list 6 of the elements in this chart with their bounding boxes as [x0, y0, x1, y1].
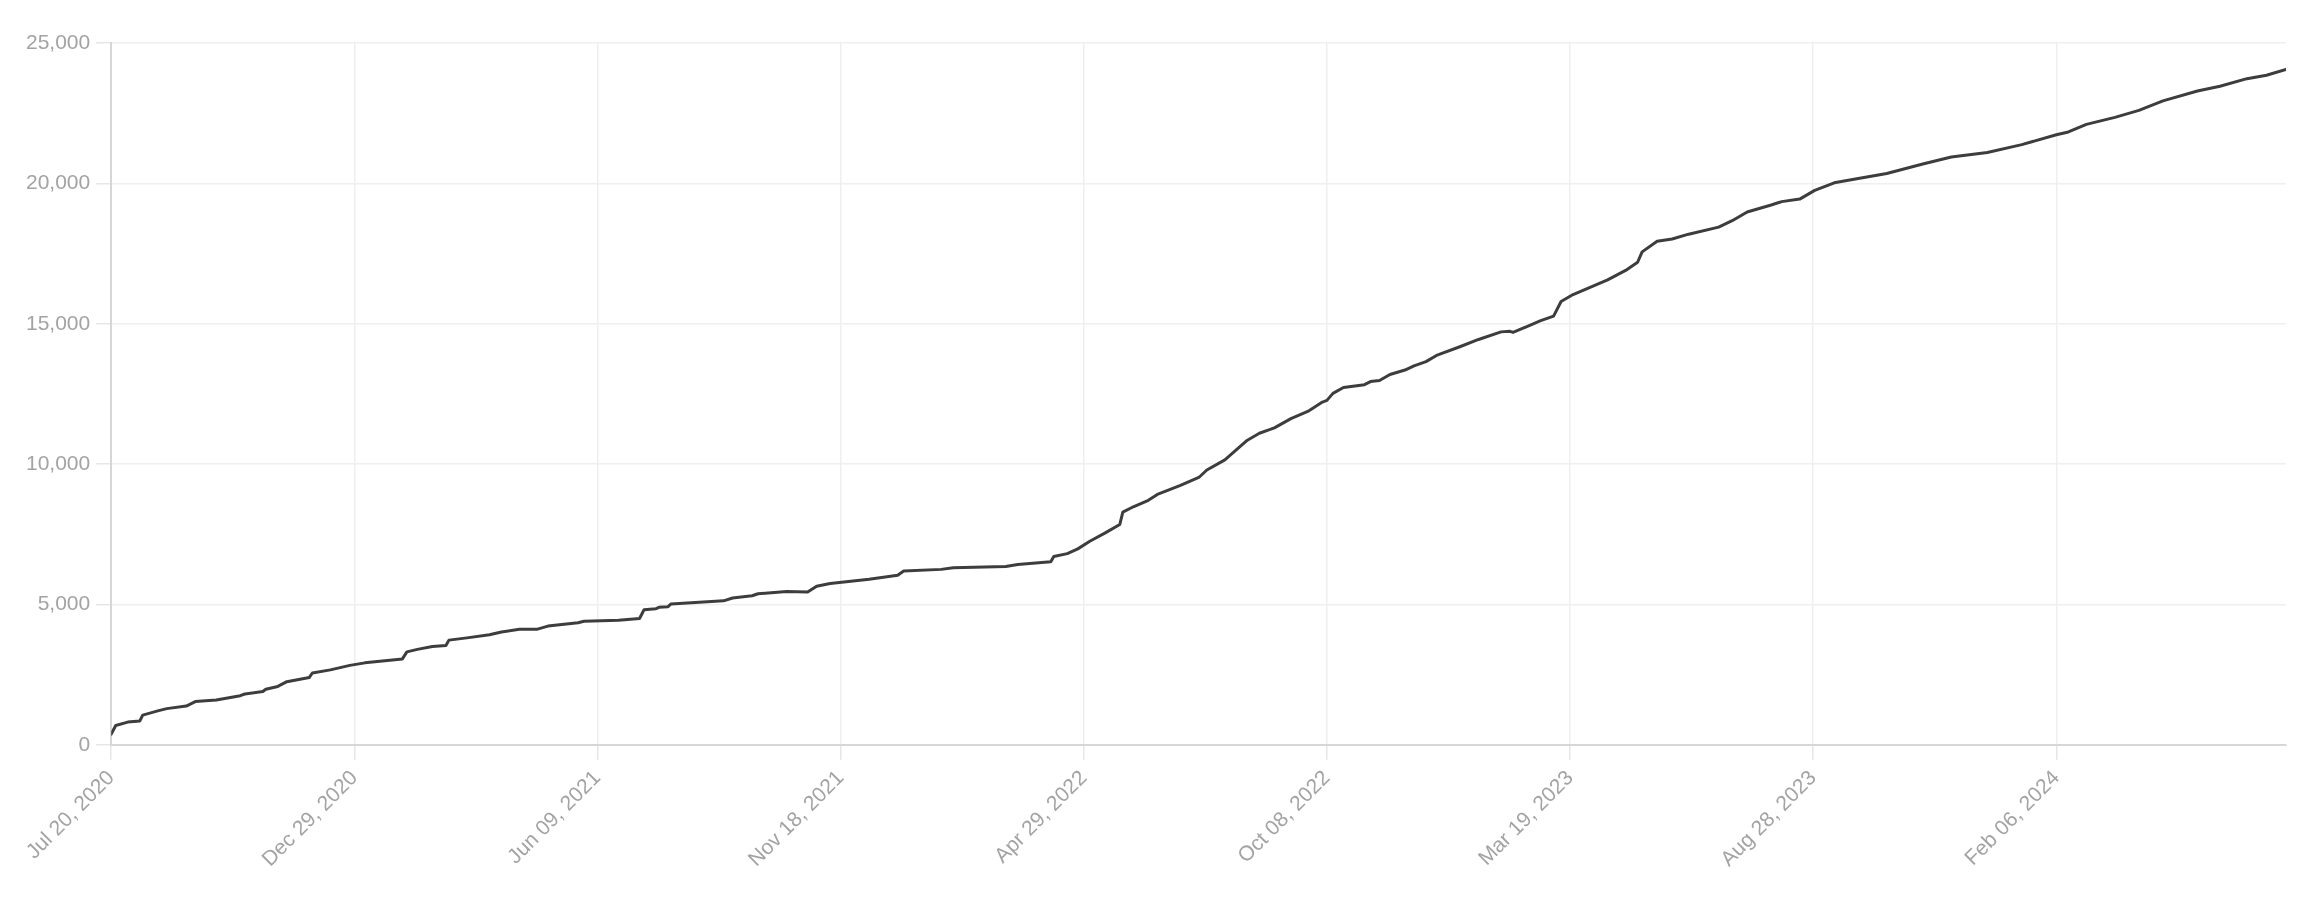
y-tick-label: 10,000: [26, 450, 91, 474]
y-tick-label: 15,000: [26, 310, 91, 334]
y-tick-label: 20,000: [26, 170, 91, 194]
y-tick-label: 5,000: [37, 591, 91, 615]
y-tick-label: 25,000: [26, 29, 91, 53]
y-tick-label: 0: [78, 731, 91, 755]
